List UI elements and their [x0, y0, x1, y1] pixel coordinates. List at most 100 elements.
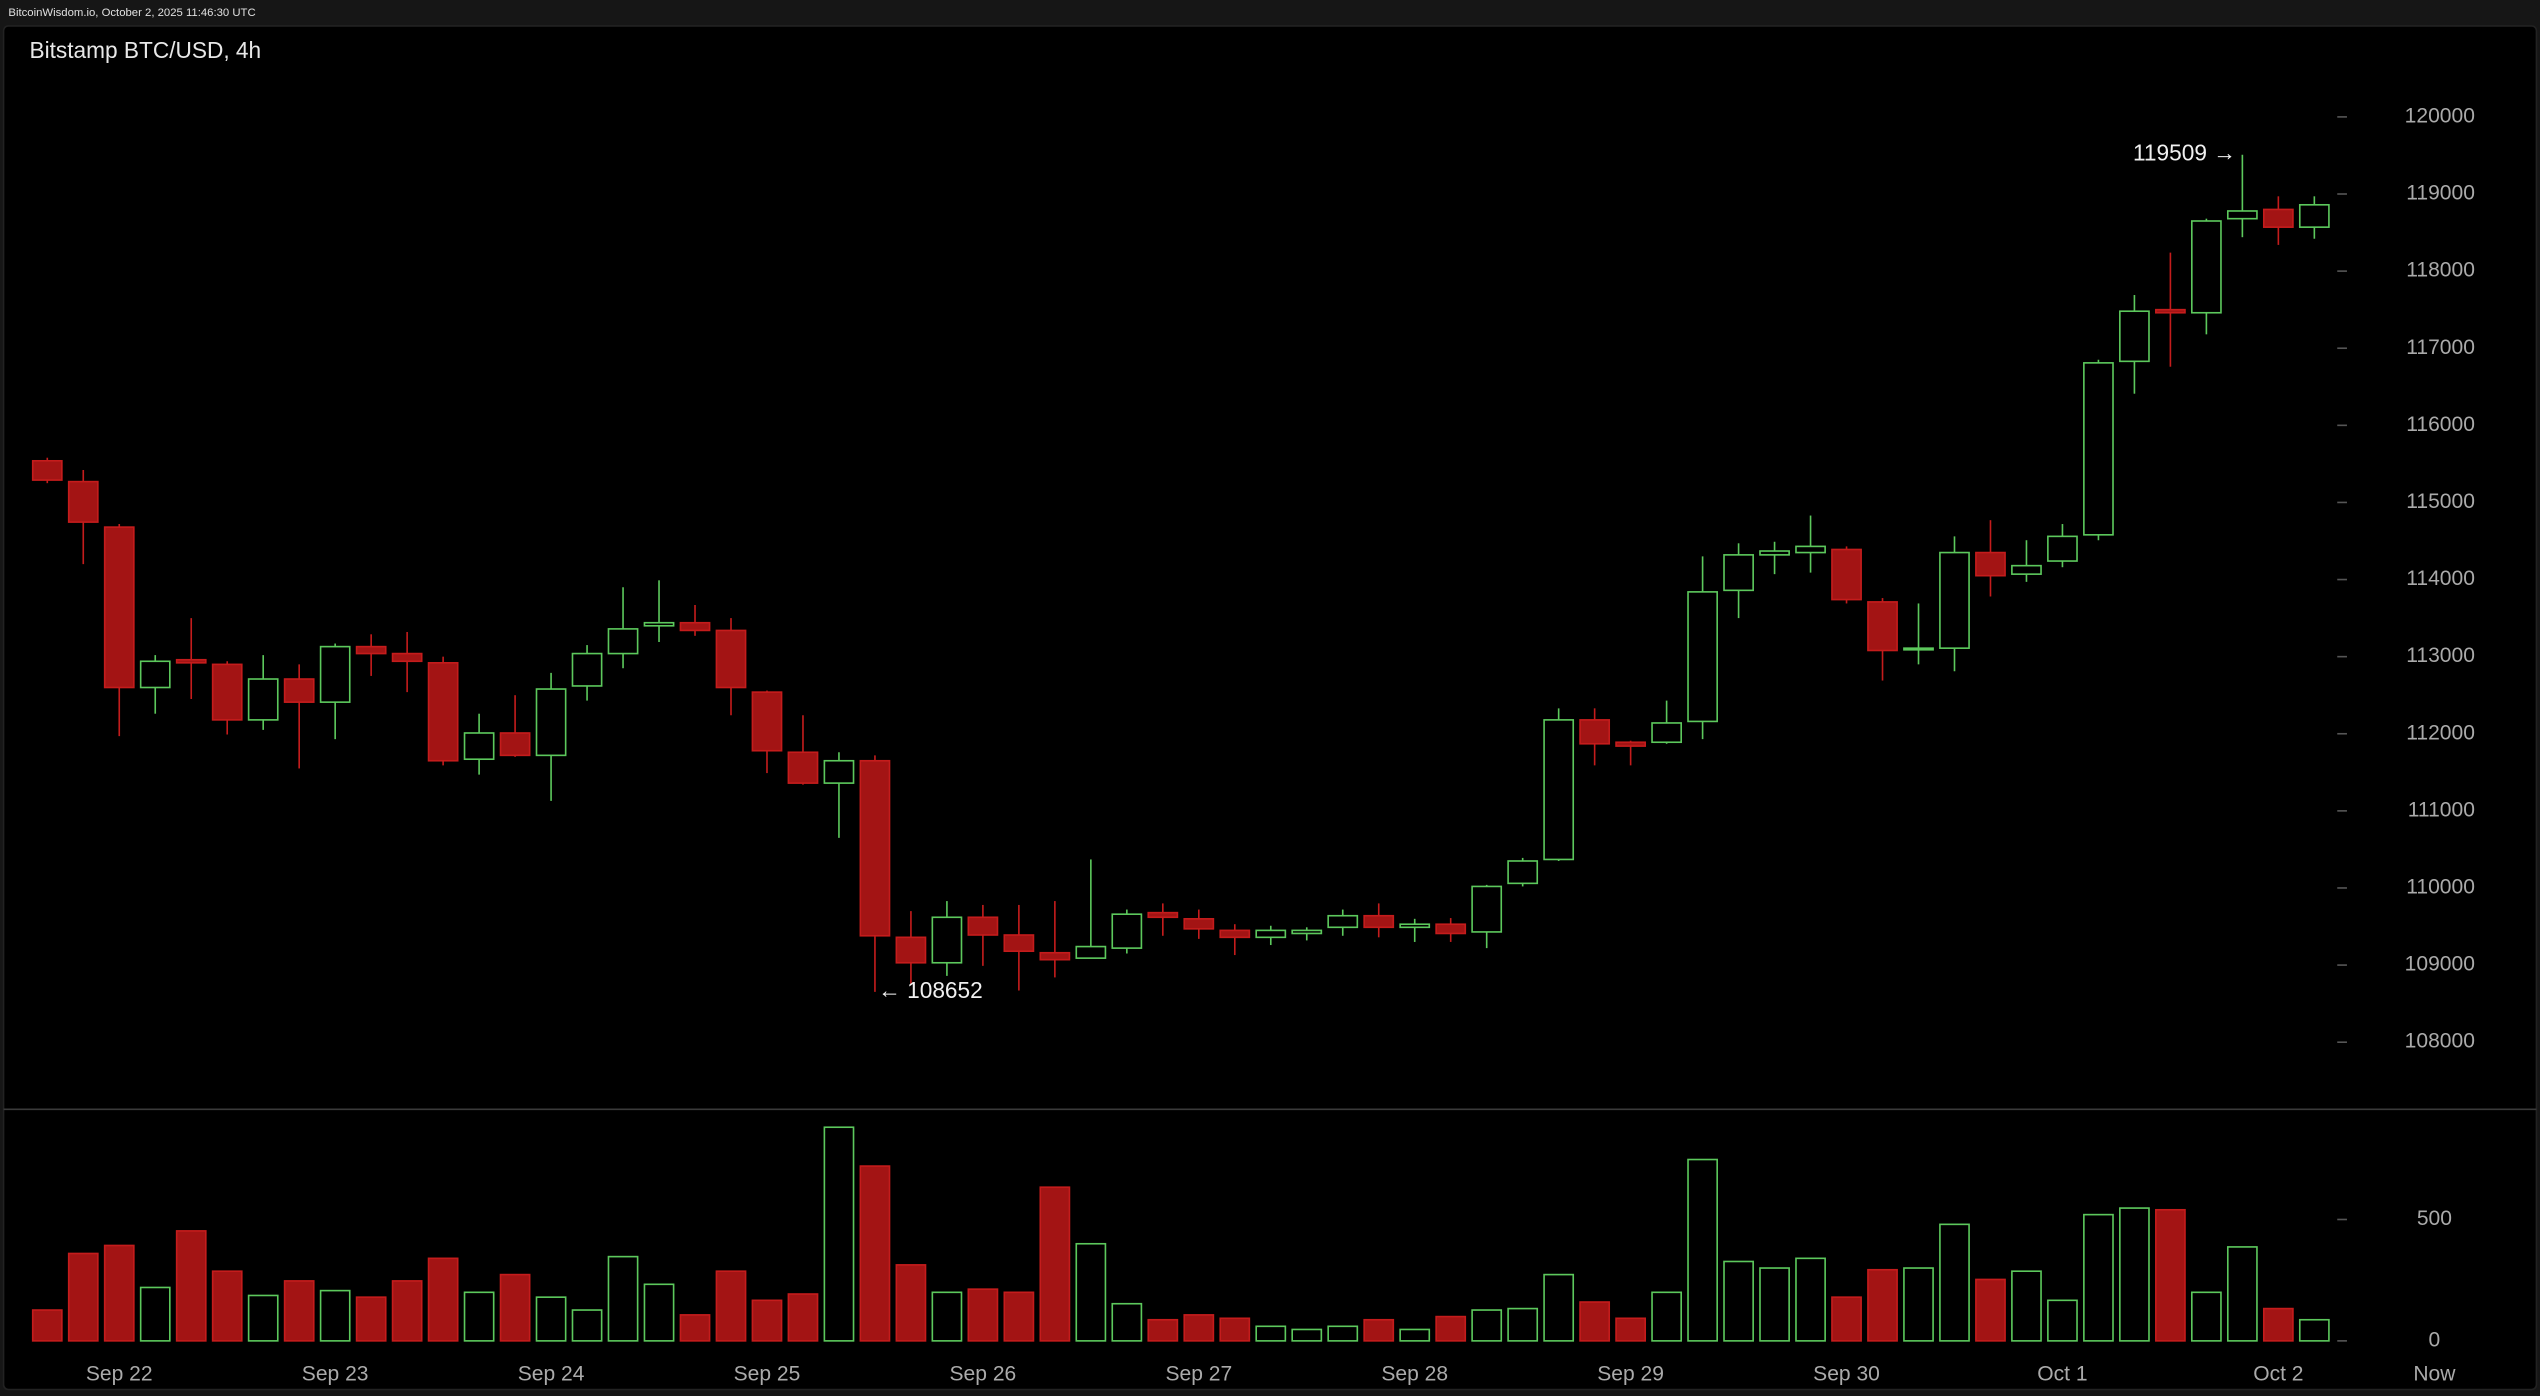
- candle-body: [1075, 945, 1107, 959]
- volume-bar: [1003, 1291, 1035, 1342]
- candle-body: [1867, 601, 1898, 652]
- candle-body: [67, 480, 99, 523]
- volume-bar: [715, 1270, 747, 1342]
- chart-panel: [2, 25, 2538, 1391]
- candle-body: [1219, 929, 1251, 939]
- candle-body: [1975, 551, 2006, 577]
- volume-bar: [895, 1264, 927, 1342]
- volume-bar: [319, 1289, 351, 1342]
- volume-bar: [535, 1296, 567, 1342]
- candle-body: [427, 662, 459, 762]
- candle-body: [1471, 885, 1503, 933]
- y-tick-label: 111000: [2408, 798, 2475, 821]
- now-label: Now: [2413, 1363, 2456, 1386]
- volume-bar: [1831, 1296, 1862, 1342]
- volume-bar: [103, 1244, 135, 1342]
- y-tick-label: 120000: [2405, 104, 2475, 127]
- volume-bar: [2119, 1207, 2150, 1342]
- x-tick-label: Sep 25: [734, 1363, 801, 1386]
- candle-body: [2191, 220, 2222, 314]
- volume-bar: [1039, 1186, 1071, 1342]
- volume-bar: [1975, 1278, 2006, 1342]
- candle-body: [1687, 591, 1718, 723]
- y-tick-label: 119000: [2406, 182, 2475, 205]
- candle-body: [1723, 554, 1754, 592]
- volume-bar: [283, 1280, 315, 1342]
- candle-body: [175, 658, 207, 664]
- candle-body: [643, 621, 675, 627]
- volume-bar: [2191, 1291, 2222, 1342]
- volume-bar: [499, 1273, 531, 1342]
- volume-bar: [247, 1294, 279, 1342]
- candle-body: [103, 526, 135, 689]
- volume-bar: [67, 1252, 99, 1342]
- candle-body: [679, 621, 711, 632]
- y-tick-label: 110000: [2406, 876, 2475, 899]
- volume-bar: [1291, 1328, 1323, 1342]
- volume-bar: [1471, 1309, 1503, 1342]
- x-tick-label: Oct 1: [2037, 1363, 2087, 1386]
- x-tick-label: Sep 23: [302, 1363, 369, 1386]
- candle-body: [1327, 914, 1359, 929]
- y-tick-label: 116000: [2406, 413, 2475, 436]
- y-tick-label: 108000: [2405, 1030, 2475, 1053]
- candle-body: [751, 691, 783, 752]
- x-tick-label: Sep 27: [1165, 1363, 1232, 1386]
- volume-bar: [139, 1286, 171, 1342]
- volume-bar: [175, 1230, 207, 1342]
- volume-bar: [1939, 1223, 1970, 1342]
- volume-bar: [1507, 1307, 1539, 1342]
- volume-bar: [1867, 1268, 1898, 1342]
- candle-body: [1579, 719, 1611, 745]
- candle-body: [1363, 914, 1395, 929]
- volume-tick-label: 500: [2417, 1207, 2452, 1230]
- volume-bar: [2011, 1270, 2042, 1342]
- candle-body: [1507, 860, 1539, 885]
- candle-body: [787, 751, 819, 784]
- volume-bar: [2047, 1299, 2078, 1342]
- candle-body: [499, 732, 531, 757]
- volume-bar: [643, 1283, 675, 1342]
- candle-body: [1399, 923, 1431, 929]
- volume-bar: [1183, 1314, 1215, 1342]
- volume-bar: [1795, 1257, 1826, 1342]
- candle-body: [931, 916, 963, 964]
- candle-body: [247, 678, 279, 721]
- candle-body: [967, 916, 999, 936]
- volume-bar: [1579, 1301, 1611, 1342]
- candle-body: [2011, 564, 2042, 575]
- annotation: ← 108652: [878, 977, 983, 1003]
- y-tick-label: 117000: [2406, 336, 2475, 359]
- volume-bar: [1615, 1317, 1647, 1342]
- candle-body: [2119, 310, 2150, 363]
- volume-bar: [1651, 1291, 1682, 1342]
- y-tick-label: 118000: [2406, 259, 2475, 282]
- x-tick-label: Sep 22: [86, 1363, 153, 1386]
- y-tick-label: 115000: [2406, 490, 2475, 513]
- candle-body: [391, 652, 423, 663]
- candle-body: [211, 663, 243, 721]
- candle-body: [2226, 210, 2258, 220]
- candle-body: [2155, 308, 2186, 314]
- candle-body: [1111, 913, 1143, 949]
- y-tick-label: 112000: [2406, 721, 2475, 744]
- volume-bar: [679, 1314, 711, 1342]
- x-tick-label: Sep 26: [950, 1363, 1017, 1386]
- candle-body: [1291, 929, 1323, 935]
- volume-bar: [2298, 1318, 2330, 1342]
- candle-body: [2083, 362, 2114, 536]
- candle-body: [1903, 647, 1934, 651]
- candle-body: [2262, 208, 2294, 228]
- candle-body: [1003, 934, 1035, 953]
- candle-body: [1939, 551, 1970, 649]
- volume-bar: [355, 1296, 387, 1342]
- candle-body: [2047, 535, 2078, 562]
- volume-bar: [607, 1255, 639, 1342]
- volume-bar: [31, 1309, 63, 1342]
- candle-body: [607, 628, 639, 655]
- candle-body: [859, 759, 891, 937]
- volume-bar: [967, 1288, 999, 1342]
- volume-bar: [427, 1257, 459, 1342]
